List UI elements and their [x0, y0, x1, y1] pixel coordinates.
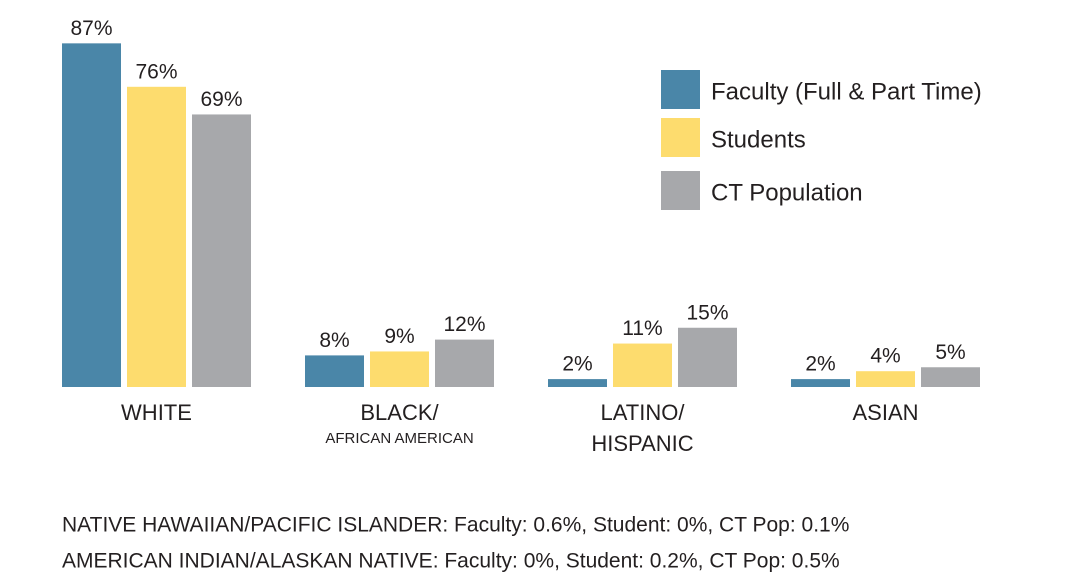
value-label: 69% [200, 88, 242, 111]
category-sublabel: AFRICAN AMERICAN [325, 430, 473, 447]
value-label: 76% [135, 60, 177, 83]
category-label: LATINO/ [601, 400, 686, 425]
footnote: AMERICAN INDIAN/ALASKAN NATIVE: Faculty:… [62, 550, 840, 573]
bar [548, 379, 607, 387]
legend-label: Students [711, 126, 806, 153]
bar [370, 351, 429, 387]
bar [435, 339, 494, 387]
bar [62, 43, 121, 387]
value-label: 12% [443, 313, 485, 336]
bar [856, 371, 915, 387]
category-label: WHITE [121, 400, 192, 425]
value-label: 8% [319, 329, 349, 352]
category-label: ASIAN [852, 400, 918, 425]
bar [192, 114, 251, 387]
bar [921, 367, 980, 387]
legend-swatch [661, 171, 700, 210]
value-label: 11% [622, 317, 662, 340]
legend-label: Faculty (Full & Part Time) [711, 78, 982, 105]
value-label: 2% [805, 353, 835, 376]
legend-swatch [661, 70, 700, 109]
category-label: BLACK/ [360, 400, 439, 425]
value-label: 9% [384, 325, 414, 348]
legend-label: CT Population [711, 179, 863, 206]
value-label: 4% [870, 345, 900, 368]
category-label: HISPANIC [591, 431, 693, 456]
value-label: 5% [935, 341, 965, 364]
footnote: NATIVE HAWAIIAN/PACIFIC ISLANDER: Facult… [62, 514, 849, 537]
value-label: 15% [686, 301, 728, 324]
value-label: 2% [562, 353, 592, 376]
bar [613, 343, 672, 387]
bar [127, 86, 186, 388]
legend-swatch [661, 118, 700, 157]
bar [791, 379, 850, 387]
bar [678, 327, 737, 387]
bar [305, 355, 364, 387]
value-label: 87% [70, 17, 112, 40]
